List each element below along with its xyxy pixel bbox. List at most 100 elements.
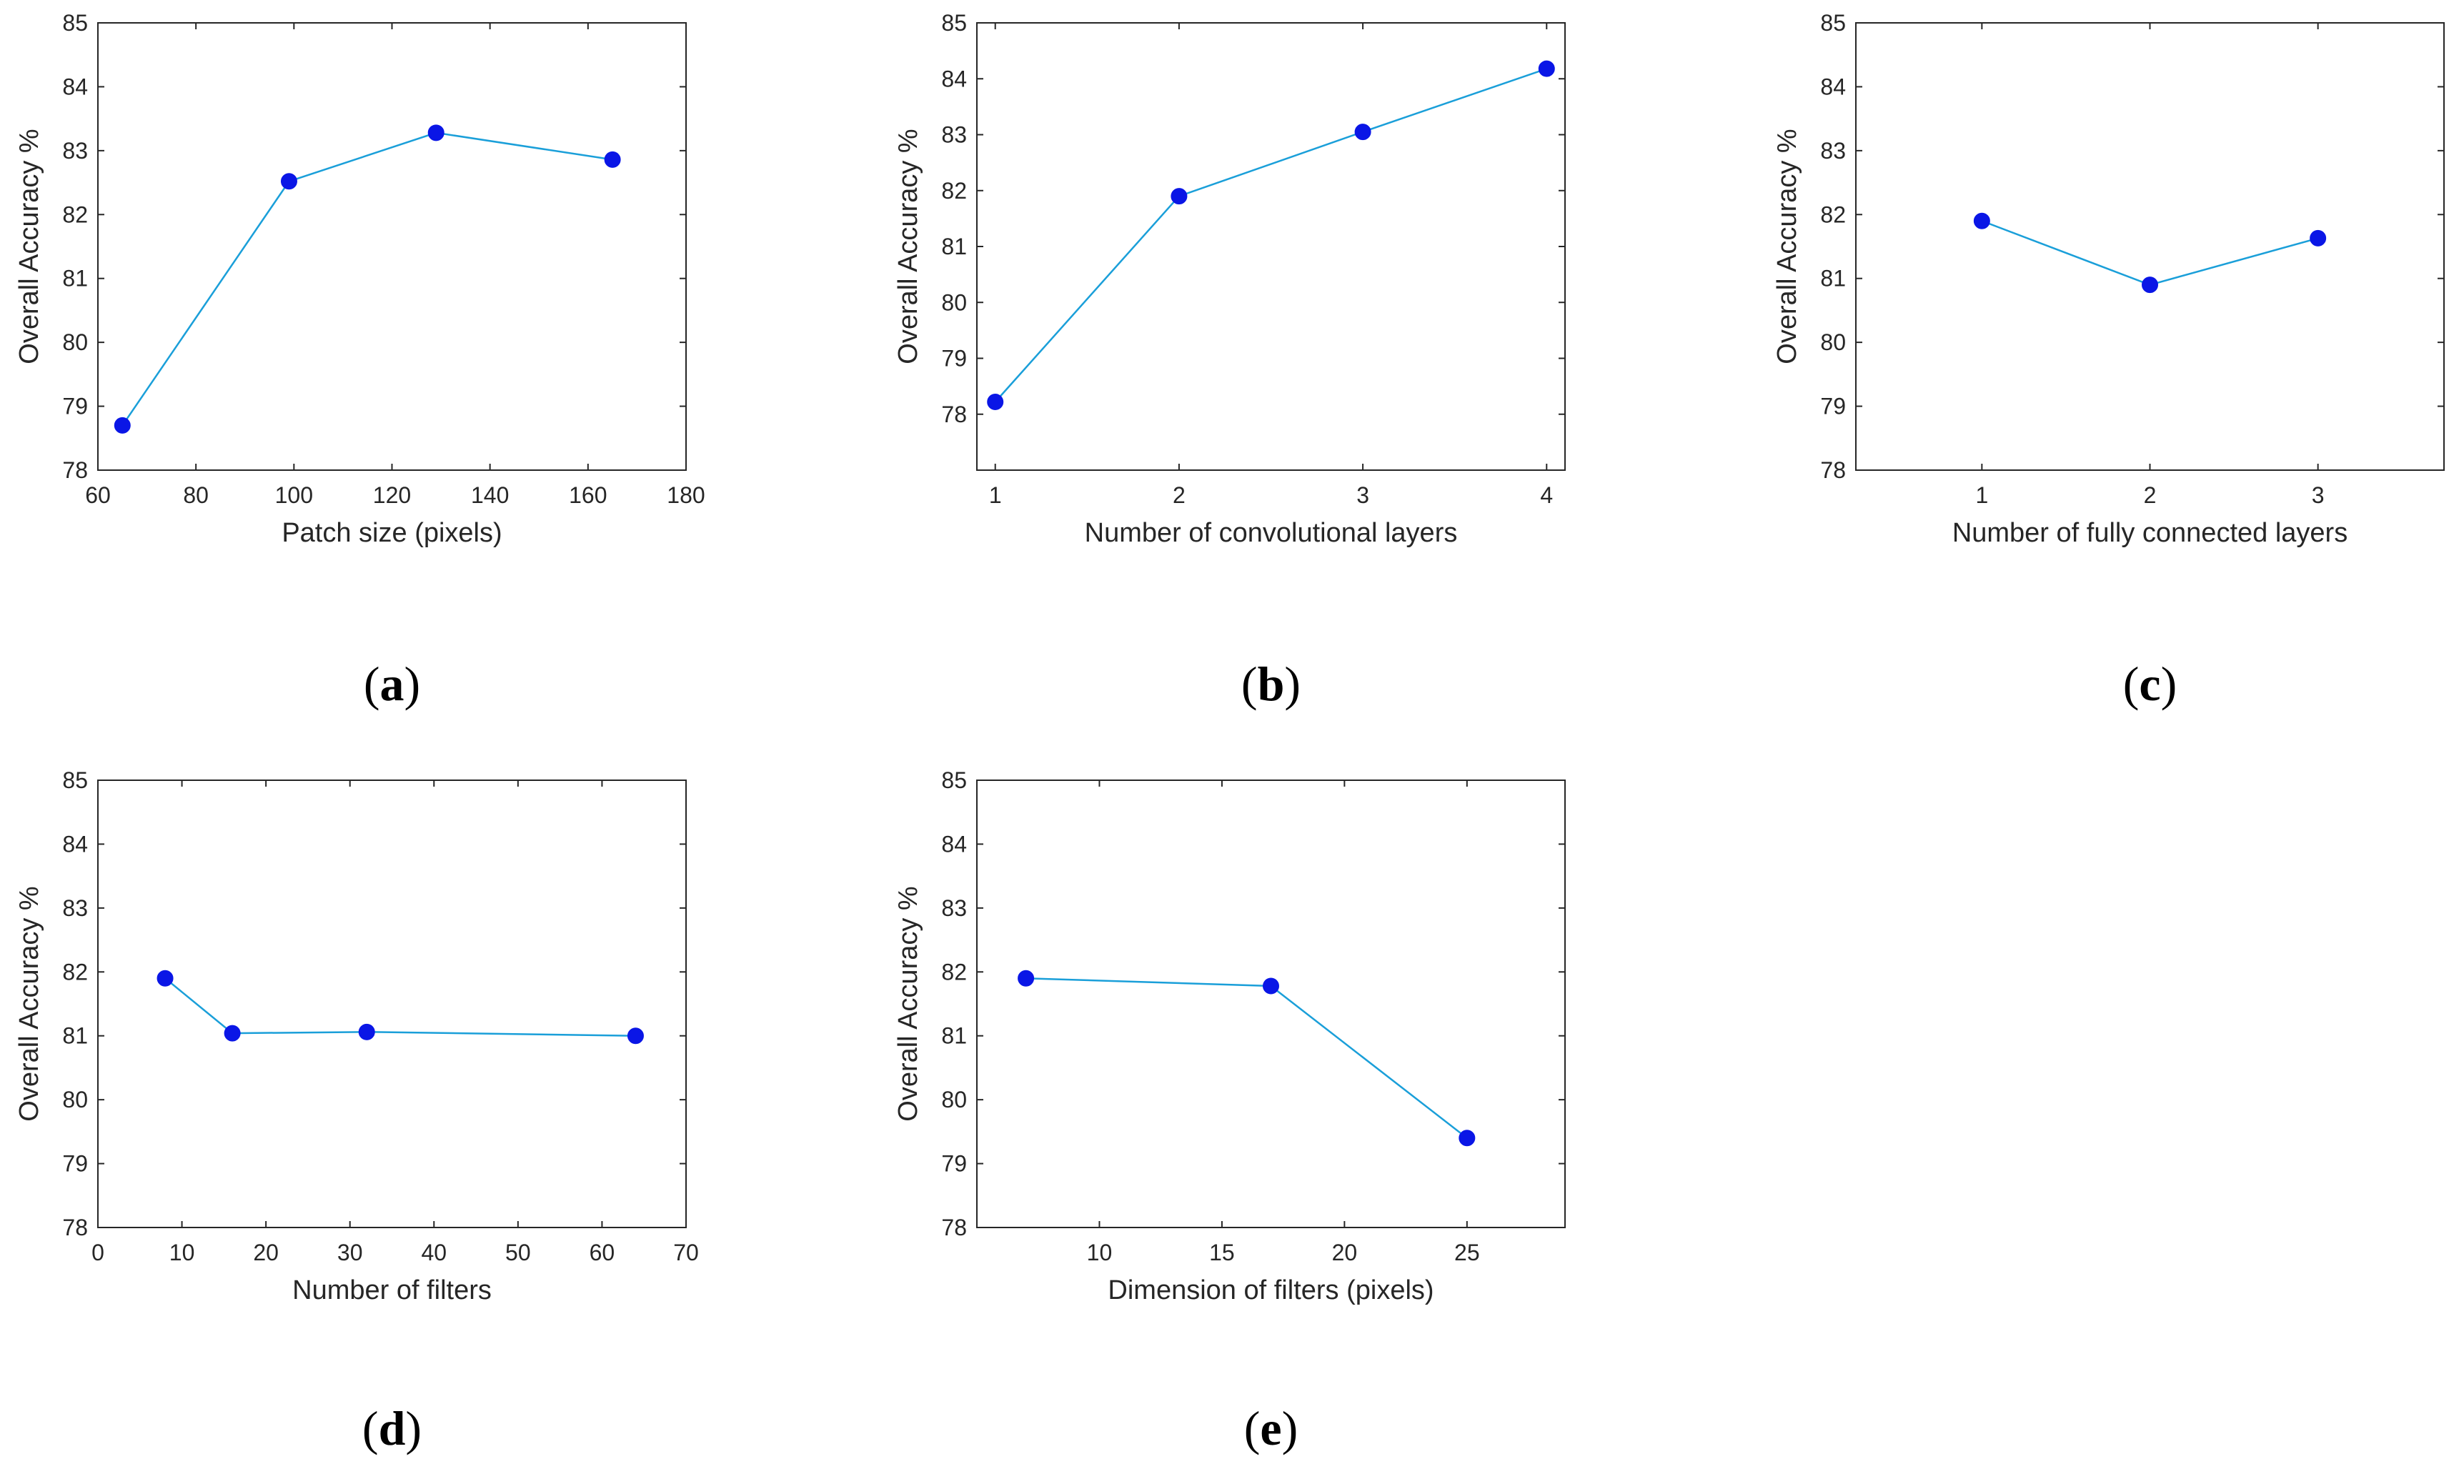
data-point <box>1354 124 1371 141</box>
data-point <box>604 151 621 168</box>
x-tick-label: 1 <box>1975 482 1988 508</box>
data-point <box>1459 1130 1476 1147</box>
y-tick-label: 78 <box>941 402 967 427</box>
chart-panel-d: 78 79 80 81 82 83 84 85 0 10 20 30 40 50 60 70 Number of… <box>14 767 699 1455</box>
y-tick-label: 80 <box>941 289 967 315</box>
y-tick-label: 82 <box>62 201 88 227</box>
x-tick-label: 10 <box>1087 1240 1113 1265</box>
y-tick-label: 84 <box>941 831 967 857</box>
series-line <box>164 977 636 1037</box>
data-point <box>280 173 297 190</box>
chart-panel-a: 78 79 80 81 82 83 84 85 60 80 100 120 140 160 180 Patch… <box>14 10 705 711</box>
x-tick-label: 140 <box>471 482 509 508</box>
y-tick-label: 83 <box>62 138 88 164</box>
data-point <box>1171 188 1188 205</box>
x-tick-label: 1 <box>989 482 1002 508</box>
x-tick-label: 10 <box>169 1240 195 1265</box>
y-axis-label: Overall Accuracy % <box>1772 129 1802 364</box>
data-point <box>114 417 131 434</box>
y-tick-label: 82 <box>1820 201 1846 227</box>
panel-label: (c) <box>2123 657 2177 711</box>
y-tick-label: 81 <box>62 1023 88 1049</box>
y-tick-label: 85 <box>941 10 967 36</box>
y-tick-label: 80 <box>1820 329 1846 355</box>
data-point <box>2142 277 2158 294</box>
y-tick-label: 85 <box>62 767 88 793</box>
x-tick-label: 15 <box>1209 1240 1235 1265</box>
series-line <box>994 68 1547 403</box>
x-tick-label: 160 <box>569 482 607 508</box>
panel-label: (b) <box>1241 657 1301 711</box>
data-point <box>1973 212 1990 229</box>
x-axis-label: Number of convolutional layers <box>1085 518 1458 548</box>
y-tick-label: 82 <box>941 178 967 204</box>
x-tick-label: 80 <box>183 482 209 508</box>
y-tick-label: 82 <box>62 959 88 985</box>
x-tick-label: 40 <box>421 1240 447 1265</box>
x-tick-label: 3 <box>2312 482 2325 508</box>
y-axis-label: Overall Accuracy % <box>893 886 923 1121</box>
data-point <box>627 1027 644 1045</box>
y-tick-label: 80 <box>62 1087 88 1112</box>
y-tick-label: 81 <box>941 234 967 259</box>
x-tick-label: 0 <box>91 1240 104 1265</box>
y-tick-label: 81 <box>941 1023 967 1049</box>
data-point <box>1018 970 1035 987</box>
data-point <box>224 1025 241 1042</box>
chart-panel-b: 78 79 80 81 82 83 84 85 1 2 3 4 Number of convolutio… <box>893 10 1566 711</box>
x-tick-label: 30 <box>337 1240 363 1265</box>
y-tick-label: 79 <box>1820 394 1846 419</box>
y-tick-label: 83 <box>62 895 88 921</box>
chart-panel-c: 78 79 80 81 82 83 84 85 1 2 3 Number of fully conne… <box>1772 10 2445 711</box>
data-point <box>987 394 1004 411</box>
y-tick-label: 80 <box>941 1087 967 1112</box>
y-tick-label: 84 <box>1820 74 1846 99</box>
y-tick-label: 78 <box>62 457 88 483</box>
x-tick-label: 100 <box>275 482 313 508</box>
x-tick-label: 50 <box>505 1240 531 1265</box>
y-tick-label: 83 <box>941 122 967 148</box>
data-point <box>2310 229 2327 246</box>
y-tick-label: 79 <box>941 1151 967 1177</box>
y-tick-label: 84 <box>941 66 967 91</box>
y-tick-label: 84 <box>62 831 88 857</box>
x-tick-label: 20 <box>253 1240 279 1265</box>
y-tick-label: 81 <box>1820 266 1846 292</box>
y-tick-label: 78 <box>62 1215 88 1240</box>
y-tick-label: 81 <box>62 266 88 292</box>
data-point <box>1263 977 1279 995</box>
y-tick-label: 83 <box>1820 138 1846 164</box>
x-tick-label: 20 <box>1332 1240 1358 1265</box>
x-tick-label: 25 <box>1454 1240 1480 1265</box>
data-point <box>1538 60 1555 77</box>
x-tick-label: 3 <box>1356 482 1369 508</box>
y-axis-label: Overall Accuracy % <box>14 129 44 364</box>
data-point <box>157 970 174 987</box>
y-tick-label: 84 <box>62 74 88 99</box>
x-tick-label: 4 <box>1540 482 1553 508</box>
panel-label: (d) <box>362 1401 422 1455</box>
y-tick-label: 79 <box>62 394 88 419</box>
y-tick-label: 79 <box>941 346 967 372</box>
series-line <box>121 131 613 427</box>
y-tick-label: 85 <box>941 767 967 793</box>
data-point <box>427 124 444 141</box>
x-tick-label: 180 <box>667 482 705 508</box>
y-tick-label: 78 <box>941 1215 967 1240</box>
y-tick-label: 85 <box>62 10 88 36</box>
y-axis-label: Overall Accuracy % <box>893 129 923 364</box>
x-axis-label: Number of fully connected layers <box>1952 518 2348 548</box>
y-tick-label: 78 <box>1820 457 1846 483</box>
y-tick-label: 85 <box>1820 10 1846 36</box>
y-tick-label: 79 <box>62 1151 88 1177</box>
x-tick-label: 120 <box>373 482 411 508</box>
x-tick-label: 70 <box>673 1240 699 1265</box>
chart-panel-e: 78 79 80 81 82 83 84 85 10 15 20 25 Dimension of fil… <box>893 767 1566 1455</box>
data-point <box>358 1023 375 1040</box>
x-tick-label: 60 <box>590 1240 615 1265</box>
x-axis-label: Number of filters <box>292 1275 492 1305</box>
axes-box <box>97 780 687 1228</box>
y-tick-label: 80 <box>62 329 88 355</box>
